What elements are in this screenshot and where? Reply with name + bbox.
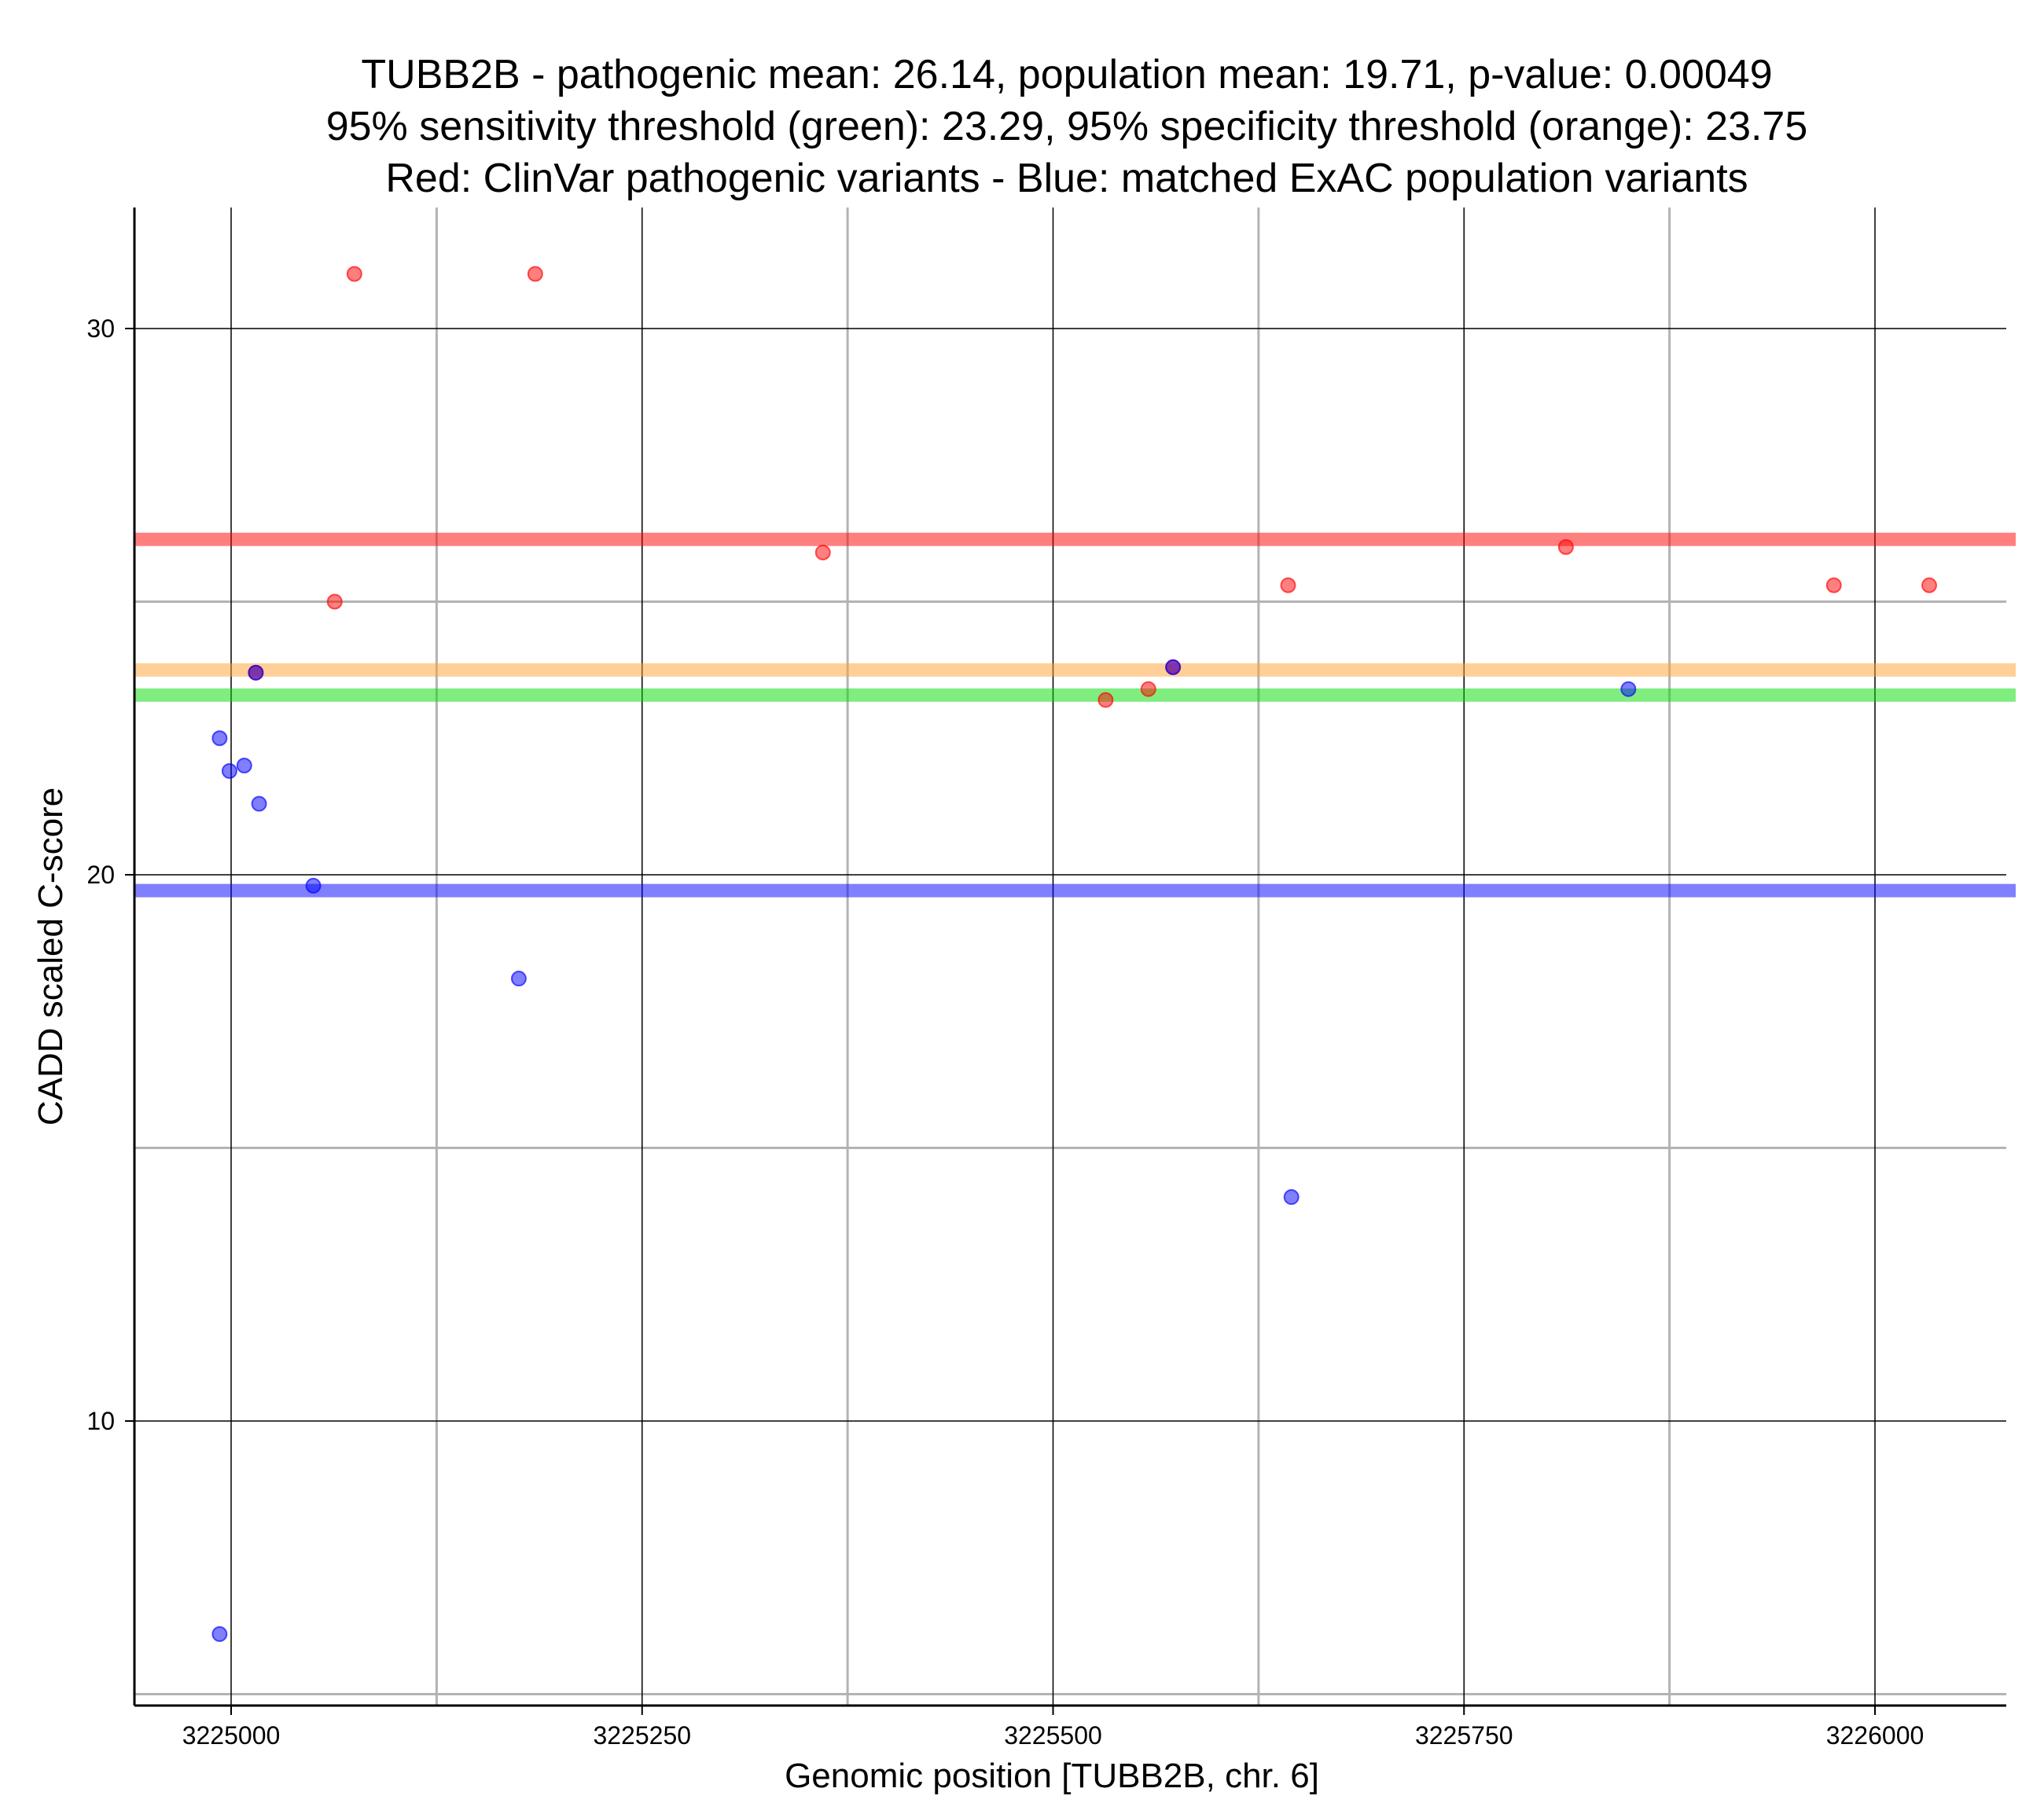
population-variant-point: [211, 730, 228, 747]
pathogenic-variant-point: [1921, 577, 1938, 593]
population-variant-point: [1620, 681, 1637, 697]
title-line-2: 95% sensitivity threshold (green): 23.29…: [326, 104, 1808, 149]
population-variant-point: [236, 758, 252, 773]
y-tick-label: 10: [86, 1407, 115, 1435]
pathogenic-variant-point: [1097, 692, 1114, 708]
population-variant-point: [251, 795, 267, 812]
threshold-lines: [134, 532, 2016, 898]
population-variant-point: [248, 664, 264, 681]
pathogenic-variant-point: [527, 266, 543, 282]
data-points: [211, 266, 1938, 1643]
x-tick-label: 3226000: [1826, 1721, 1925, 1750]
x-tick-label: 3225750: [1415, 1721, 1513, 1750]
chart-title: TUBB2B - pathogenic mean: 26.14, populat…: [326, 52, 1808, 201]
pathogenic-variant-point: [814, 544, 831, 560]
population-variant-point: [211, 1626, 228, 1643]
x-tick-label: 3225500: [1004, 1721, 1102, 1750]
population-variant-point: [221, 762, 237, 779]
x-tick-label: 3225250: [593, 1721, 691, 1750]
y-tick-label: 20: [86, 861, 115, 889]
pathogenic-variant-point: [1280, 577, 1296, 593]
title-line-1: TUBB2B - pathogenic mean: 26.14, populat…: [361, 52, 1772, 97]
y-tick-label: 30: [86, 314, 115, 343]
pathogenic-variant-point: [1557, 539, 1574, 555]
population-variant-point: [1165, 659, 1182, 675]
population-variant-point: [305, 877, 322, 894]
title-line-3: Red: ClinVar pathogenic variants - Blue:…: [385, 156, 1748, 201]
pathogenic-variant-point: [346, 266, 362, 282]
grid: [134, 207, 2006, 1706]
population-variant-point: [510, 971, 527, 987]
axes: [133, 207, 2006, 1707]
x-tick-label: 3225000: [182, 1721, 281, 1750]
x-axis-title: Genomic position [TUBB2B, chr. 6]: [785, 1757, 1319, 1795]
y-axis-title: CADD scaled C-score: [31, 788, 70, 1125]
pathogenic-variant-point: [326, 593, 343, 610]
population-variant-point: [1283, 1189, 1300, 1206]
tick-labels: 3225000 3225250 3225500 3225750 3226000 10 20 3…: [86, 314, 1924, 1750]
pathogenic-variant-point: [1825, 577, 1842, 593]
pathogenic-variant-point: [1140, 681, 1156, 697]
